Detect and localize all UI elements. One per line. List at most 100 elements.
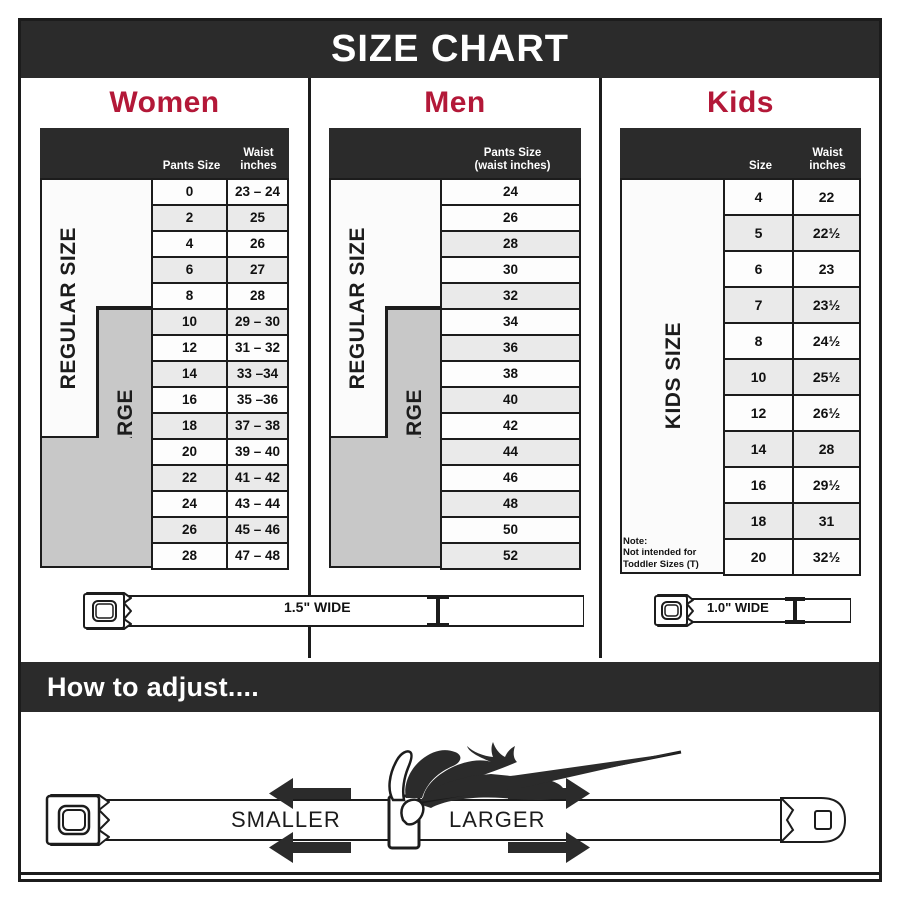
size-table-kids: Size Waist inches KIDS SIZE Note:	[620, 128, 861, 576]
table-cell-waist: 23 – 24	[226, 180, 287, 204]
hand-icon	[388, 742, 682, 826]
table-cell-size: 12	[153, 336, 226, 360]
panel-heading-kids: Kids	[706, 86, 774, 119]
table-row: 26 45 – 46	[151, 518, 289, 544]
table-row: 46	[440, 466, 581, 492]
table-cell-size: 14	[153, 362, 226, 386]
table-cell-waist: 37 – 38	[226, 414, 287, 438]
table-row: 6 23	[723, 252, 861, 288]
arrow-left-bottom-icon	[269, 832, 351, 863]
table-cell-waist: 28	[226, 284, 287, 308]
table-row: 42	[440, 414, 581, 440]
table-row: 28	[440, 232, 581, 258]
table-body-women: X-LARGE X REGULAR SIZE 023 – 24 22	[40, 178, 289, 570]
table-cell-size: 24	[442, 180, 579, 204]
kids-toddler-note: Note: Not intended for Toddler Sizes (T)	[623, 535, 699, 570]
table-cell-waist: 22	[792, 180, 859, 214]
table-row: 16 29½	[723, 468, 861, 504]
table-cell-waist: 28	[792, 432, 859, 466]
table-cell-waist: 31 – 32	[226, 336, 287, 360]
panel-men: Men Pants Size (waist inches) X-LARGE	[308, 78, 599, 658]
table-cell-size: 32	[442, 284, 579, 308]
table-cell-size: 4	[725, 180, 792, 214]
table-cell-size: 28	[153, 544, 226, 568]
table-cell-size: 0	[153, 180, 226, 204]
table-row: 4 22	[723, 178, 861, 216]
table-cell-waist: 27	[226, 258, 287, 282]
column-header-waist-inches: Waist inches	[240, 147, 277, 172]
title-bar: SIZE CHART	[21, 21, 879, 78]
table-cell-size: 12	[725, 396, 792, 430]
kids-category-labels: KIDS SIZE Note: Not intended for Toddler…	[620, 178, 727, 574]
belt-kids-svg	[654, 594, 852, 627]
table-row: 52	[440, 544, 581, 570]
belt-adult-svg	[83, 592, 585, 630]
how-to-adjust-diagram: SMALLER LARGER	[21, 712, 879, 879]
table-body-kids: KIDS SIZE Note: Not intended for Toddler…	[620, 178, 861, 576]
table-cell-waist: 35 –36	[226, 388, 287, 412]
table-cell-waist: 23½	[792, 288, 859, 322]
table-row: 0 23 – 24	[151, 178, 289, 206]
table-cell-size: 40	[442, 388, 579, 412]
larger-label: LARGER	[449, 807, 546, 832]
table-cell-size: 42	[442, 414, 579, 438]
panel-kids: Kids Size Waist inches KIDS SIZE	[599, 78, 879, 658]
table-cell-size: 48	[442, 492, 579, 516]
panel-women: Women Pants Size Waist inches	[21, 78, 308, 658]
table-cell-waist: 33 –34	[226, 362, 287, 386]
size-table-men: Pants Size (waist inches) X-LARGE X REGU	[329, 128, 581, 570]
table-row: 8 28	[151, 284, 289, 310]
table-cell-size: 50	[442, 518, 579, 542]
table-row: 5 22½	[723, 216, 861, 252]
men-data-rows: 24 26 28 30 32 34 36 38 40 42 44 46 48 50 52	[440, 178, 581, 570]
table-cell-size: 18	[725, 504, 792, 538]
table-cell-waist: 25½	[792, 360, 859, 394]
table-row: 44	[440, 440, 581, 466]
table-cell-waist: 24½	[792, 324, 859, 358]
table-cell-size: 5	[725, 216, 792, 250]
table-row: 2 25	[151, 206, 289, 232]
table-cell-size: 28	[442, 232, 579, 256]
how-to-adjust-bar: How to adjust....	[21, 662, 879, 712]
table-row: 4 26	[151, 232, 289, 258]
adjust-strap-tip	[780, 797, 847, 843]
table-cell-size: 8	[725, 324, 792, 358]
table-body-men: X-LARGE X REGULAR SIZE 24262830323436384…	[329, 178, 581, 570]
table-row: 12 26½	[723, 396, 861, 432]
category-block-men-xlarge-wide: X	[329, 438, 444, 568]
table-header-women: Pants Size Waist inches	[40, 128, 289, 178]
men-regular-filler	[385, 178, 444, 308]
table-row: 8 24½	[723, 324, 861, 360]
table-row: 10 29 – 30	[151, 310, 289, 336]
table-cell-waist: 32½	[792, 540, 859, 574]
belt-adult-width-label: 1.5" WIDE	[284, 599, 351, 615]
table-row: 12 31 – 32	[151, 336, 289, 362]
table-cell-waist: 29½	[792, 468, 859, 502]
table-cell-size: 8	[153, 284, 226, 308]
arrow-right-top-icon	[508, 778, 590, 809]
table-cell-waist: 29 – 30	[226, 310, 287, 334]
belt-kids-width-label: 1.0" WIDE	[707, 600, 769, 615]
table-cell-size: 14	[725, 432, 792, 466]
table-cell-waist: 47 – 48	[226, 544, 287, 568]
table-cell-size: 34	[442, 310, 579, 334]
table-row: 18 37 – 38	[151, 414, 289, 440]
table-cell-size: 26	[153, 518, 226, 542]
table-row: 28 47 – 48	[151, 544, 289, 570]
table-row: 48	[440, 492, 581, 518]
table-cell-waist: 23	[792, 252, 859, 286]
table-row: 26	[440, 206, 581, 232]
table-cell-size: 24	[153, 492, 226, 516]
table-cell-waist: 26	[226, 232, 287, 256]
panel-heading-men: Men	[424, 86, 486, 119]
arrow-right-bottom-icon	[508, 832, 590, 863]
table-cell-size: 26	[442, 206, 579, 230]
category-block-women-xlarge-wide: X	[40, 438, 155, 568]
table-row: 32	[440, 284, 581, 310]
category-label-women-regular: REGULAR SIZE	[40, 178, 98, 438]
table-cell-size: 20	[725, 540, 792, 574]
men-category-labels: X-LARGE X REGULAR SIZE	[329, 178, 444, 568]
table-cell-size: 30	[442, 258, 579, 282]
table-cell-size: 10	[153, 310, 226, 334]
category-label-men-regular: REGULAR SIZE	[329, 178, 387, 438]
